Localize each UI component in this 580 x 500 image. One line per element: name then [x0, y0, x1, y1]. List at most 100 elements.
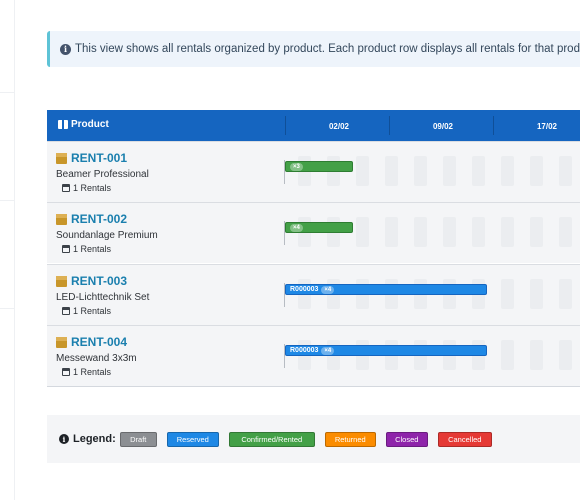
legend-chip-reserved: Reserved [166, 431, 219, 447]
rental-bar-badge: ×4 [290, 223, 303, 232]
product-name: Beamer Professional [56, 169, 149, 180]
info-banner-text: This view shows all rentals organized by… [75, 43, 580, 55]
rental-bar[interactable]: ×3 [285, 161, 353, 172]
product-info: RENT-002 Soundanlage Premium 1 Rentals [56, 212, 158, 254]
cube-icon [56, 275, 67, 287]
empty-day-slot [559, 156, 572, 186]
legend-chip-closed: Closed [385, 431, 428, 447]
rental-count: 1 Rentals [56, 306, 149, 316]
product-code-link[interactable]: RENT-004 [56, 335, 137, 349]
product-column-header[interactable]: Product [58, 119, 109, 130]
product-code-link[interactable]: RENT-002 [56, 212, 158, 226]
product-code: RENT-001 [71, 151, 128, 165]
rental-bar-label: R000003 [290, 347, 319, 354]
empty-day-slot [559, 340, 572, 370]
product-row: RENT-004 Messewand 3x3m 1 Rentals R00000… [47, 325, 580, 386]
product-name: LED-Lichttechnik Set [56, 292, 150, 303]
left-panel-tick [0, 200, 14, 201]
empty-day-slot [501, 156, 514, 186]
product-timeline: R000003 ×4 [284, 326, 580, 387]
empty-day-slot [385, 156, 398, 186]
empty-day-slot [530, 217, 543, 247]
legend-title: i Legend: [59, 433, 116, 445]
product-row: RENT-002 Soundanlage Premium 1 Rentals ×… [47, 202, 580, 263]
cube-icon [56, 152, 67, 164]
rental-bar-badge: ×4 [321, 346, 335, 355]
rental-bar[interactable]: R000003 ×4 [285, 284, 487, 295]
product-code: RENT-004 [71, 335, 128, 349]
rental-bar-label: R000003 [290, 286, 319, 293]
rental-count-label: 1 Rentals [73, 183, 112, 193]
left-panel-tick [0, 308, 14, 309]
empty-day-slot [385, 217, 398, 247]
empty-day-slot [559, 279, 572, 309]
empty-day-slot [501, 340, 514, 370]
rental-bar[interactable]: R000003 ×4 [285, 345, 487, 356]
product-info: RENT-004 Messewand 3x3m 1 Rentals [56, 335, 137, 377]
left-panel-divider [14, 0, 15, 500]
product-name: Messewand 3x3m [56, 353, 137, 364]
info-icon: i [59, 434, 69, 444]
product-timeline: ×4 [284, 203, 580, 264]
box-icon [58, 120, 68, 129]
empty-day-slot [472, 217, 485, 247]
product-column-label: Product [71, 119, 109, 130]
empty-day-slot [530, 279, 543, 309]
product-info: RENT-003 LED-Lichttechnik Set 1 Rentals [56, 274, 149, 316]
timeline-start-line [284, 344, 285, 368]
product-name: Soundanlage Premium [56, 230, 158, 241]
timeline-start-line [284, 283, 285, 307]
left-panel-tick [0, 92, 14, 93]
header-separator [285, 116, 286, 135]
calendar-icon [62, 307, 70, 315]
product-timeline: R000003 ×4 [284, 265, 580, 326]
empty-day-slot [472, 156, 485, 186]
rental-count-label: 1 Rentals [73, 244, 112, 254]
empty-day-slot [501, 217, 514, 247]
date-column-header: 02/02 [328, 122, 350, 131]
empty-day-slot [443, 156, 456, 186]
calendar-icon [62, 184, 70, 192]
cube-icon [56, 336, 67, 348]
info-banner: i This view shows all rentals organized … [47, 31, 580, 67]
date-column-header: 09/02 [432, 122, 454, 131]
product-code: RENT-003 [71, 274, 128, 288]
date-column-header: 17/02 [536, 122, 558, 131]
rental-bar-badge: ×3 [290, 162, 303, 171]
product-row: RENT-003 LED-Lichttechnik Set 1 Rentals … [47, 264, 580, 325]
header-separator [389, 116, 390, 135]
info-icon: i [60, 43, 71, 55]
product-code: RENT-002 [71, 212, 128, 226]
product-info: RENT-001 Beamer Professional 1 Rentals [56, 151, 149, 193]
rental-count: 1 Rentals [56, 244, 158, 254]
rental-count: 1 Rentals [56, 183, 149, 193]
legend-chip-returned: Returned [324, 431, 376, 447]
empty-day-slot [530, 156, 543, 186]
empty-day-slot [356, 156, 369, 186]
empty-day-slot [559, 217, 572, 247]
empty-day-slot [356, 217, 369, 247]
calendar-icon [62, 368, 70, 376]
legend-chip-cancelled: Cancelled [437, 431, 492, 447]
legend-chip-confirmed: Confirmed/Rented [228, 431, 315, 447]
product-code-link[interactable]: RENT-003 [56, 274, 149, 288]
header-separator [493, 116, 494, 135]
product-row: RENT-001 Beamer Professional 1 Rentals ×… [47, 141, 580, 202]
legend-chip-draft: Draft [119, 431, 157, 447]
timeline-start-line [284, 221, 285, 245]
status-legend: i Legend: Draft Reserved Confirmed/Rente… [47, 415, 580, 463]
empty-day-slot [443, 217, 456, 247]
product-code-link[interactable]: RENT-001 [56, 151, 149, 165]
empty-day-slot [501, 279, 514, 309]
rental-count-label: 1 Rentals [73, 306, 112, 316]
empty-day-slot [530, 340, 543, 370]
grid-header: Product 02/02 09/02 17/02 [47, 110, 580, 141]
rental-bar-badge: ×4 [321, 285, 335, 294]
rental-count: 1 Rentals [56, 367, 137, 377]
cube-icon [56, 213, 67, 225]
rental-count-label: 1 Rentals [73, 367, 112, 377]
empty-day-slot [414, 217, 427, 247]
rental-bar[interactable]: ×4 [285, 222, 353, 233]
rentals-by-product-grid: Product 02/02 09/02 17/02 RENT-001 Beame… [47, 110, 580, 387]
